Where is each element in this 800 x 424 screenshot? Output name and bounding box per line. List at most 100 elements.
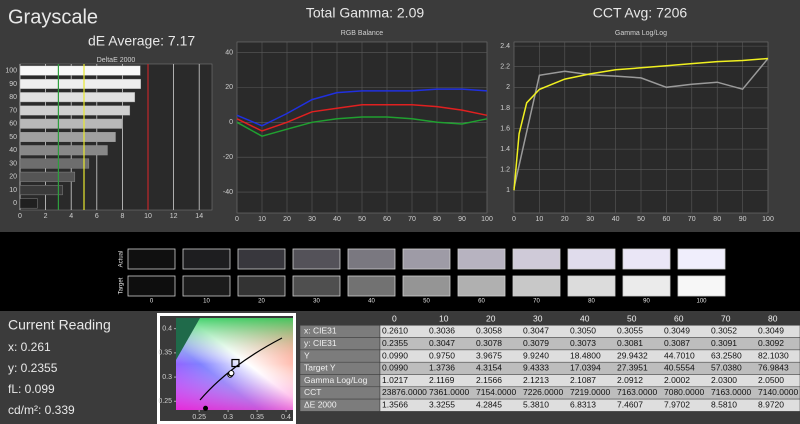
x-tick-label: 12: [170, 213, 178, 220]
cie-gradient-2: [176, 318, 293, 410]
y-tick-label: 40: [9, 147, 17, 154]
cct-avg: CCT Avg: 7206: [593, 5, 688, 21]
actual-swatch: [292, 248, 341, 270]
x-tick-label: 0: [18, 213, 22, 220]
swatch-label: 20: [258, 299, 265, 305]
bar: [19, 78, 141, 89]
table-cell: 7163.0000: [711, 387, 751, 397]
x-tick-label: 0: [235, 216, 239, 223]
table-cell: 7361.0000: [429, 387, 469, 397]
y-tick-label: 1.4: [500, 146, 510, 153]
table-cell: 23876.0000: [382, 387, 427, 397]
target-swatch: [567, 275, 616, 297]
target-swatch: [292, 275, 341, 297]
table-cell: 63.2580: [711, 350, 742, 360]
table-header-bg: [300, 313, 800, 326]
row-label: Y: [304, 350, 310, 360]
table-cell: 4.2845: [476, 400, 502, 410]
table-cell: 18.4800: [570, 350, 601, 360]
table-cell: 5.3810: [523, 400, 549, 410]
x-tick-label: 70: [688, 216, 696, 223]
reading-line: cd/m²: 0.339: [8, 403, 75, 417]
table-cell: 7.4607: [617, 400, 643, 410]
table-cell: 1.3566: [382, 400, 408, 410]
table-cell: 0.3092: [758, 338, 784, 348]
x-tick-label: 6: [95, 213, 99, 220]
actual-swatch: [402, 248, 451, 270]
y-tick-label: 1: [506, 187, 510, 194]
x-tick-label: 100: [481, 216, 493, 223]
row-label: CCT: [304, 387, 321, 397]
swatch-band: [0, 232, 800, 311]
table-cell: 0.3050: [570, 326, 596, 336]
table-cell: 0.3055: [617, 326, 643, 336]
x-tick-label: 80: [433, 216, 441, 223]
bar: [19, 145, 108, 156]
column-header: 80: [768, 313, 778, 323]
y-tick-label: 20: [225, 84, 233, 91]
target-swatch: [182, 275, 231, 297]
target-swatch: [237, 275, 286, 297]
y-tick-label: 0.4: [162, 325, 172, 332]
table-cell: 9.9240: [523, 350, 549, 360]
chart-title: DeltaE 2000: [97, 57, 136, 64]
actual-swatch: [127, 248, 176, 270]
y-tick-label: 0: [13, 200, 17, 207]
row-label: Gamma Log/Log: [304, 375, 368, 385]
table-cell: 40.5554: [664, 363, 695, 373]
swatch-label: 10: [203, 299, 210, 305]
bar: [19, 158, 90, 169]
table-cell: 0.3036: [429, 326, 455, 336]
bar: [19, 105, 131, 116]
table-cell: 0.3049: [758, 326, 784, 336]
row-label: x: CIE31: [304, 326, 337, 336]
y-tick-label: -40: [223, 189, 233, 196]
table-cell: 2.1213: [523, 375, 549, 385]
actual-label: Actual: [119, 251, 125, 268]
y-tick-label: 2.2: [500, 64, 510, 71]
table-cell: 57.0380: [711, 363, 742, 373]
y-tick-label: 90: [9, 81, 17, 88]
table-cell: 0.3078: [476, 338, 502, 348]
swatch-label: 70: [533, 299, 540, 305]
table-cell: 1.3736: [429, 363, 455, 373]
actual-swatch: [512, 248, 561, 270]
bar: [19, 185, 63, 196]
cie-outside: [176, 318, 200, 360]
x-tick-label: 100: [762, 216, 774, 223]
y-tick-label: 60: [9, 121, 17, 128]
table-cell: 3.9675: [476, 350, 502, 360]
y-tick-label: 1.2: [500, 167, 510, 174]
actual-swatch: [457, 248, 506, 270]
table-cell: 0.3079: [523, 338, 549, 348]
table-cell: 0.0990: [382, 363, 408, 373]
swatch-label: 50: [423, 299, 430, 305]
table-cell: 7226.0000: [523, 387, 563, 397]
x-tick-label: 2: [44, 213, 48, 220]
y-tick-label: 2: [506, 84, 510, 91]
swatch-label: 30: [313, 299, 320, 305]
y-tick-label: 50: [9, 134, 17, 141]
x-tick-label: 60: [383, 216, 391, 223]
swatch-label: 100: [696, 299, 707, 305]
table-cell: 0.3073: [570, 338, 596, 348]
bar: [19, 65, 141, 76]
y-tick-label: 40: [225, 49, 233, 56]
series-line: [236, 104, 488, 132]
table-cell: 7140.0000: [758, 387, 798, 397]
x-tick-label: 90: [739, 216, 747, 223]
actual-swatch: [622, 248, 671, 270]
series-line: [236, 88, 488, 127]
table-cell: 7080.0000: [664, 387, 704, 397]
table-cell: 0.3091: [711, 338, 737, 348]
table-cell: 0.3081: [617, 338, 643, 348]
table-cell: 1.0217: [382, 375, 408, 385]
y-tick-label: 0.35: [158, 350, 172, 357]
table-cell: 2.1169: [429, 375, 455, 385]
target-point: [231, 358, 240, 368]
swatch-label: 90: [643, 299, 650, 305]
series-line: [513, 58, 769, 189]
x-tick-label: 0.35: [250, 414, 264, 421]
